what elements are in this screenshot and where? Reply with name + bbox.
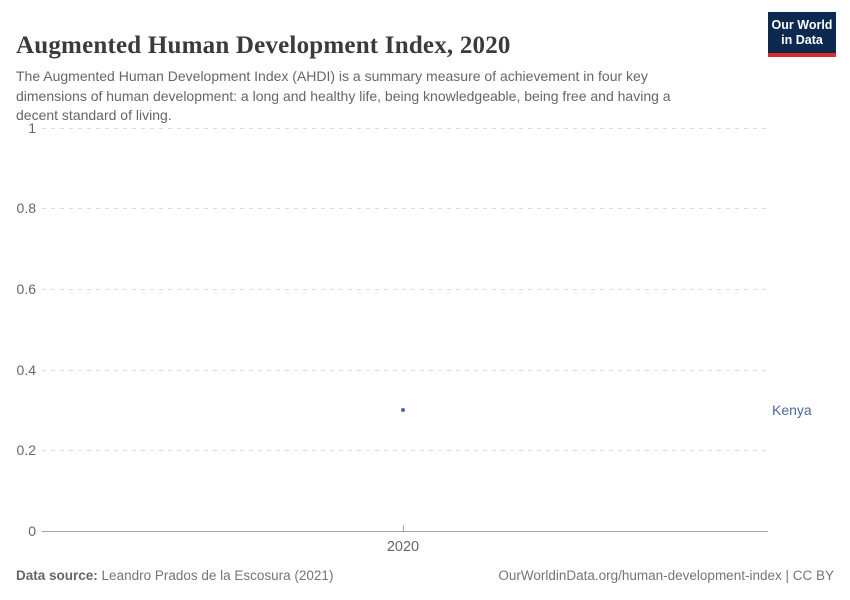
owid-url-link[interactable]: OurWorldinData.org/human-development-ind… [498, 568, 834, 583]
data-source-note: Data source: Leandro Prados de la Escosu… [16, 568, 333, 583]
x-axis-tick-mark [403, 525, 404, 531]
chart-footer: Data source: Leandro Prados de la Escosu… [16, 568, 834, 583]
y-axis-tick-label: 0.2 [16, 442, 36, 459]
data-source-value: Leandro Prados de la Escosura (2021) [101, 568, 334, 583]
chart-title: Augmented Human Development Index, 2020 [16, 31, 511, 59]
chart-subtitle: The Augmented Human Development Index (A… [16, 68, 671, 123]
y-gridline [42, 208, 768, 210]
y-gridline [42, 127, 768, 129]
x-axis-line [42, 531, 768, 532]
data-source-label: Data source: [16, 568, 98, 583]
owid-logo-line2: in Data [781, 32, 823, 47]
y-axis-tick-label: 0.4 [16, 361, 36, 378]
y-gridline [42, 369, 768, 371]
y-axis-tick-label: 1 [28, 119, 36, 136]
data-point-kenya[interactable] [401, 407, 405, 412]
y-gridline [42, 288, 768, 290]
owid-logo-line1: Our World [771, 17, 833, 32]
y-axis-tick-label: 0 [28, 523, 36, 539]
x-axis-tick-label: 2020 [386, 539, 420, 555]
owid-logo[interactable]: Our World in Data [768, 12, 836, 57]
y-gridline [42, 450, 768, 452]
entity-label-kenya[interactable]: Kenya [772, 401, 812, 418]
y-axis-tick-label: 0.6 [16, 280, 36, 297]
y-axis-tick-label: 0.8 [16, 200, 36, 217]
